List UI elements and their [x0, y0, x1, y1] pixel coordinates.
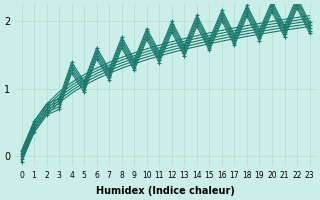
X-axis label: Humidex (Indice chaleur): Humidex (Indice chaleur)	[96, 186, 235, 196]
